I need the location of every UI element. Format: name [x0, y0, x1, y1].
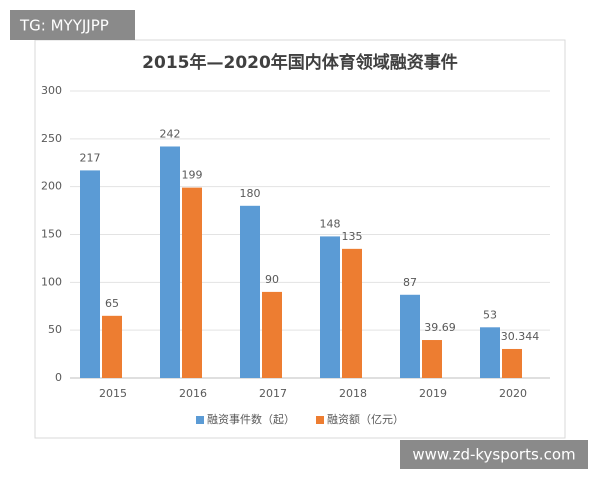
- data-label: 90: [265, 273, 279, 286]
- bar: [160, 146, 180, 378]
- chart-frame: [34, 39, 566, 439]
- x-tick-label: 2019: [419, 387, 447, 400]
- bar: [502, 348, 522, 378]
- y-tick-label: 150: [41, 228, 62, 241]
- legend-label: 融资事件数（起）: [207, 413, 295, 426]
- bar: [80, 170, 100, 378]
- x-tick-label: 2016: [179, 387, 207, 400]
- chart-title: 2015年—2020年国内体育领域融资事件: [142, 52, 458, 73]
- bar: [400, 294, 420, 378]
- data-label: 53: [483, 308, 497, 321]
- bar: [182, 187, 202, 378]
- bar: [342, 248, 362, 378]
- x-tick-label: 2018: [339, 387, 367, 400]
- watermark-box: [400, 440, 588, 469]
- legend-swatch: [196, 416, 204, 424]
- y-tick-label: 250: [41, 132, 62, 145]
- data-label: 148: [320, 217, 341, 230]
- bar: [320, 236, 340, 378]
- y-tick-label: 50: [48, 323, 62, 336]
- data-label: 30.344: [501, 330, 540, 343]
- legend-label: 融资额（亿元）: [327, 413, 404, 426]
- bar: [422, 340, 442, 378]
- data-label: 242: [160, 127, 181, 140]
- y-tick-label: 100: [41, 275, 62, 288]
- bar: [262, 291, 282, 378]
- x-tick-label: 2015: [99, 387, 127, 400]
- y-tick-label: 300: [41, 84, 62, 97]
- legend-swatch: [316, 416, 324, 424]
- plot: 0 50 100 150 200 250 300 2015 217 65 2016 242 199 201…: [41, 84, 550, 426]
- x-tick-label: 2020: [499, 387, 527, 400]
- data-label: 87: [403, 276, 417, 289]
- x-tick-label: 2017: [259, 387, 287, 400]
- y-tick-label: 0: [55, 371, 62, 384]
- watermark: www.zd-kysports.com: [412, 446, 575, 464]
- bar: [240, 205, 260, 378]
- data-label: 180: [240, 187, 261, 200]
- data-label: 199: [182, 169, 203, 182]
- data-label: 39.69: [424, 321, 456, 334]
- watermark-box: [10, 10, 135, 40]
- data-label: 135: [342, 230, 363, 243]
- bar: [480, 327, 500, 378]
- bar: [102, 315, 122, 378]
- data-label: 217: [80, 151, 101, 164]
- data-label: 65: [105, 297, 119, 310]
- watermark: TG: MYYJJPP: [19, 17, 109, 35]
- y-tick-label: 200: [41, 180, 62, 193]
